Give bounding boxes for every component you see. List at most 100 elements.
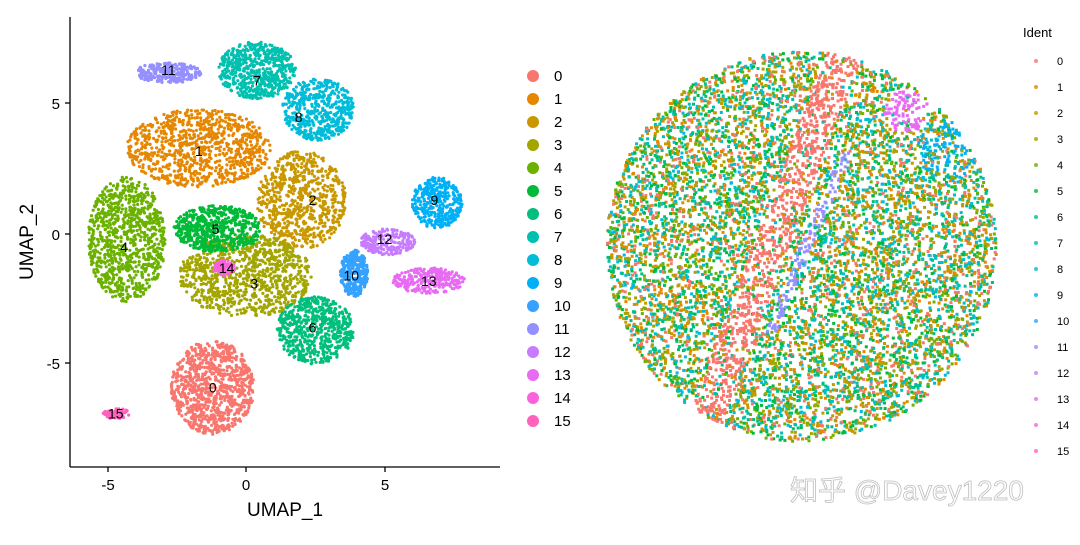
ident-legend-label: 6 [1057,212,1063,224]
ident-legend-item-14: 14 [1034,420,1069,432]
legend-swatch [527,323,539,335]
ident-legend-item-10: 10 [1034,316,1069,328]
ident-legend-label: 1 [1057,82,1063,94]
legend-swatch [527,116,539,128]
legend-label: 15 [554,413,571,430]
legend-item-15: 15 [527,413,571,430]
ident-legend-swatch [1034,137,1038,141]
legend-swatch [527,208,539,220]
legend-swatch [527,231,539,243]
legend-label: 3 [554,137,562,154]
legend-item-11: 11 [527,321,570,338]
cluster-label-0: 0 [209,379,217,395]
cluster-label-12: 12 [377,231,393,247]
legend-item-14: 14 [527,390,571,407]
cluster-label-11: 11 [161,62,176,78]
ident-legend-swatch [1034,345,1038,349]
x-axis-ticks: -5 0 5 [101,467,389,494]
ident-legend-item-3: 3 [1034,134,1063,146]
legend-item-6: 6 [527,206,562,223]
ident-legend-swatch [1034,215,1038,219]
cluster-label-1: 1 [195,143,203,159]
cluster-label-15: 15 [108,405,124,421]
x-tick-5: 5 [381,477,389,494]
ident-legend-item-9: 9 [1034,290,1063,302]
ident-legend-item-11: 11 [1034,342,1068,354]
x-tick-neg5: -5 [101,477,114,494]
cluster-label-10: 10 [343,268,359,284]
legend-swatch [527,93,539,105]
cluster-label-14: 14 [219,260,235,276]
legend-item-13: 13 [527,367,571,384]
legend-item-0: 0 [527,68,562,85]
ident-legend-label: 14 [1057,420,1069,432]
legend-item-8: 8 [527,252,562,269]
ident-legend-label: 0 [1057,56,1063,68]
legend-item-5: 5 [527,183,562,200]
ident-legend-label: 12 [1057,368,1069,380]
legend-item-3: 3 [527,137,562,154]
legend-swatch [527,277,539,289]
ident-legend-item-8: 8 [1034,264,1063,276]
x-tick-0: 0 [242,477,250,494]
legend-label: 9 [554,275,562,292]
legend-label: 13 [554,367,571,384]
legend-swatch [527,392,539,404]
legend-label: 7 [554,229,562,246]
ident-legend-label: 11 [1057,342,1068,354]
legend-swatch [527,415,539,427]
legend-label: 5 [554,183,562,200]
legend-item-9: 9 [527,275,562,292]
y-axis-ticks: 5 0 -5 [47,96,70,373]
legend-swatch [527,300,539,312]
ident-legend-item-12: 12 [1034,368,1069,380]
cluster-label-2: 2 [309,192,317,208]
ident-legend-swatch [1034,423,1038,427]
ident-legend-label: 8 [1057,264,1063,276]
y-tick-0: 0 [52,227,60,244]
ident-legend-swatch [1034,241,1038,245]
ident-legend-label: 4 [1057,160,1063,172]
ident-legend-label: 5 [1057,186,1063,198]
cluster-label-3: 3 [250,275,258,291]
legend-swatch [527,254,539,266]
ident-legend-swatch [1034,267,1038,271]
ident-legend-item-5: 5 [1034,186,1063,198]
ident-legend-label: 9 [1057,290,1063,302]
ident-legend-item-2: 2 [1034,108,1063,120]
legend-label: 12 [554,344,571,361]
legend-swatch [527,346,539,358]
legend-label: 6 [554,206,562,223]
ident-legend-swatch [1034,59,1038,63]
cluster-label-5: 5 [212,221,220,237]
legend-item-10: 10 [527,298,571,315]
ident-legend-swatch [1034,319,1038,323]
cluster-label-4: 4 [120,239,128,255]
cluster-label-9: 9 [430,192,438,208]
ident-legend-swatch [1034,293,1038,297]
ident-legend-item-15: 15 [1034,446,1069,458]
legend-label: 0 [554,68,562,85]
y-tick-neg5: -5 [47,356,60,373]
ident-legend-item-6: 6 [1034,212,1063,224]
cluster-label-6: 6 [309,320,317,336]
y-tick-5: 5 [52,96,60,113]
x-axis-title: UMAP_1 [247,500,323,521]
ident-legend-swatch [1034,111,1038,115]
legend-item-12: 12 [527,344,571,361]
legend-label: 11 [554,321,570,338]
legend-item-4: 4 [527,160,562,177]
legend-label: 1 [554,91,562,108]
ident-legend-swatch [1034,189,1038,193]
legend-item-1: 1 [527,91,562,108]
ident-legend-label: 3 [1057,134,1063,146]
ident-legend-label: 15 [1057,446,1069,458]
legend-swatch [527,162,539,174]
ident-legend-item-13: 13 [1034,394,1069,406]
ident-legend-title: Ident [1023,25,1052,40]
legend-item-7: 7 [527,229,562,246]
